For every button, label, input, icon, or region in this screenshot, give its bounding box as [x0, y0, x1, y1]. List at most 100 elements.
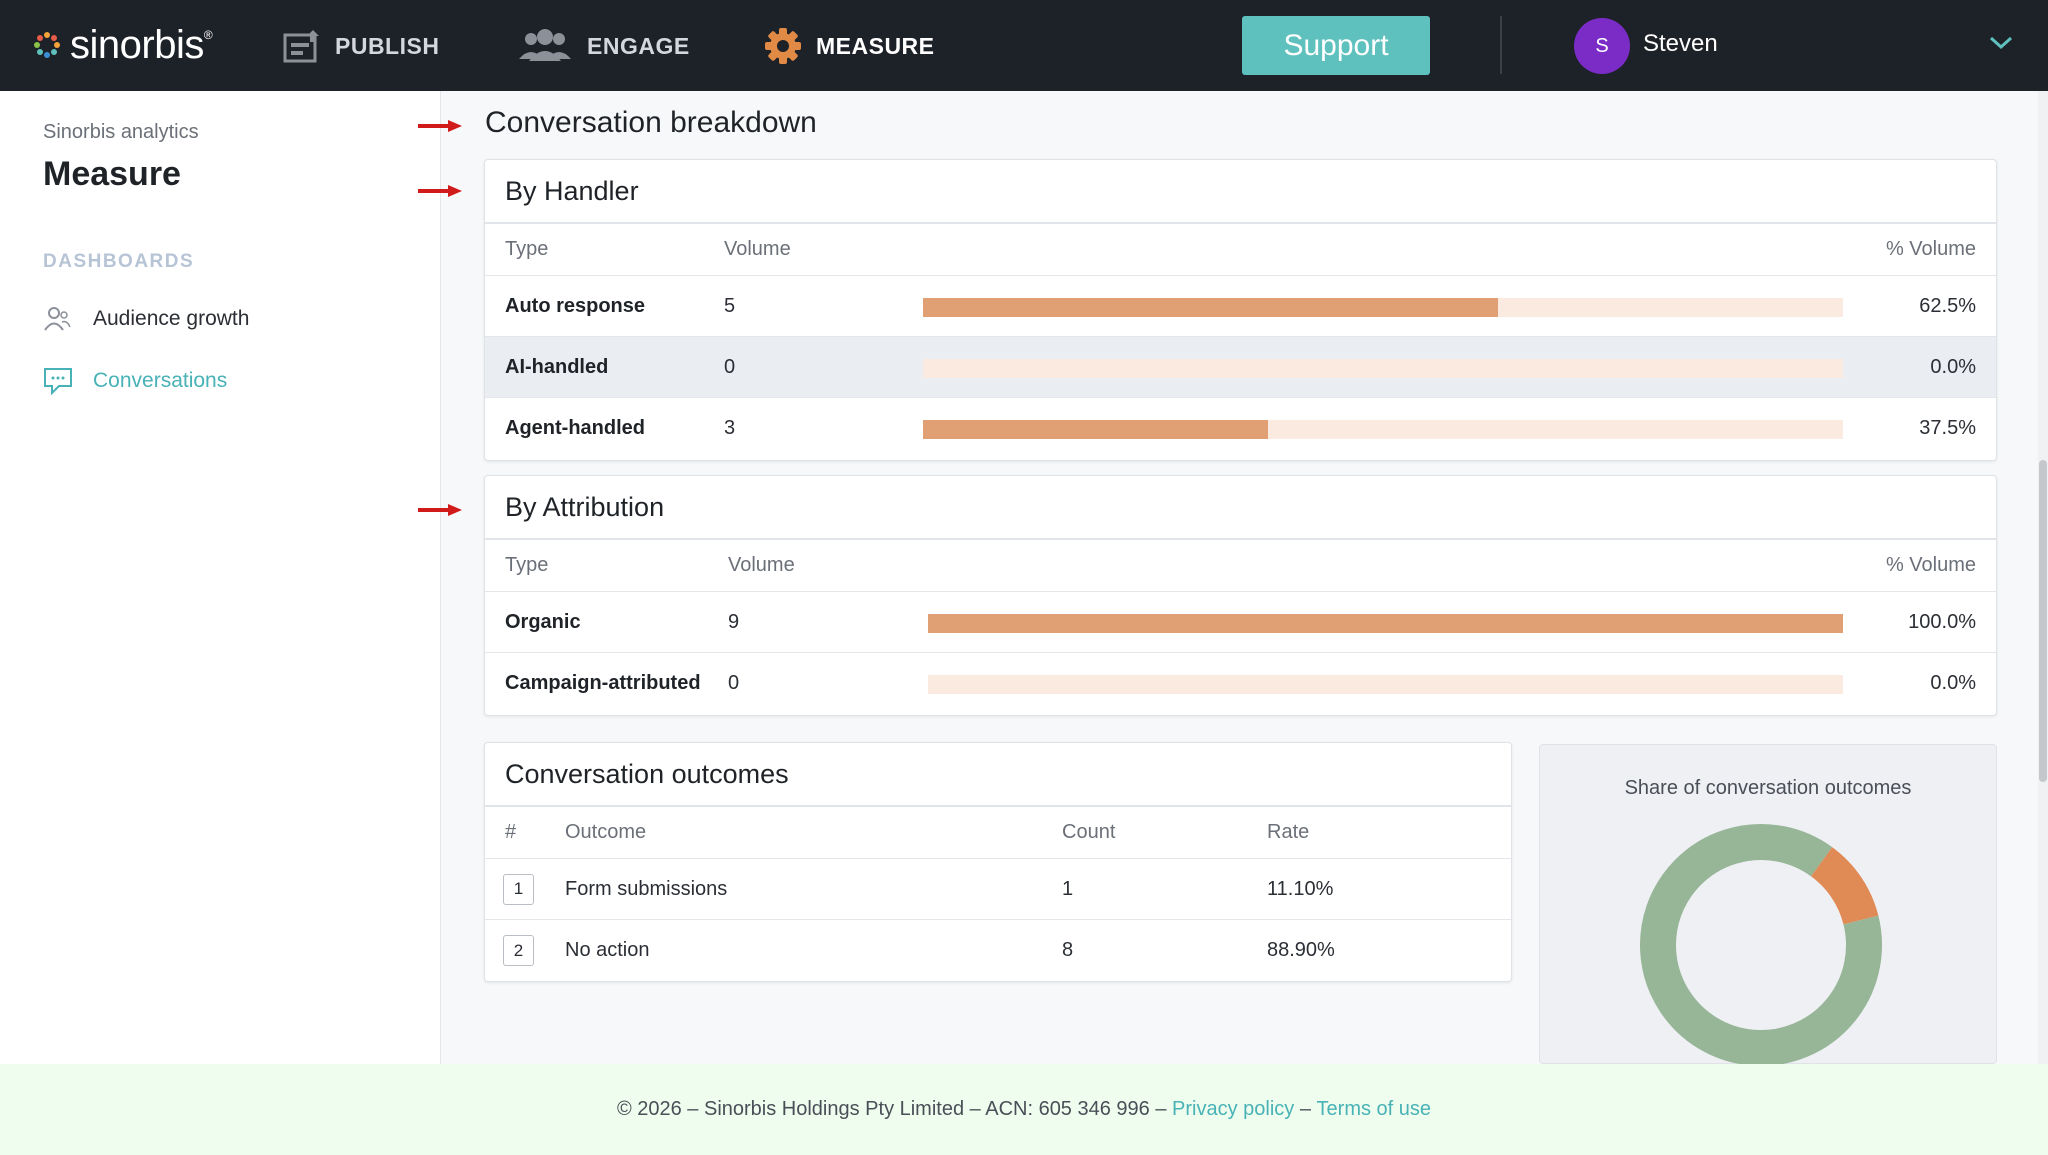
logo-text: sinorbis	[70, 22, 204, 67]
volume-bar-fill	[923, 420, 1268, 439]
column-header-count: Count	[1062, 821, 1116, 843]
table-row: Organic 9 100.0%	[485, 592, 1996, 653]
outcomes-donut-panel: Share of conversation outcomes	[1539, 744, 1997, 1065]
column-header-outcome: Outcome	[565, 821, 647, 843]
row-number: 2	[503, 920, 534, 981]
sinorbis-logo[interactable]: sinorbis ®	[32, 20, 213, 70]
column-header-type: Type	[505, 554, 549, 576]
topbar-divider	[1500, 16, 1502, 74]
gear-icon	[764, 27, 802, 65]
sidebar-item-label: Conversations	[93, 369, 228, 392]
volume-bar	[923, 298, 1843, 317]
column-header-number: #	[505, 821, 517, 843]
sidebar-section-dashboards: DASHBOARDS	[43, 251, 195, 272]
logo-registered-mark: ®	[203, 28, 213, 42]
by-handler-card: By Handler Type Volume % Volume Auto res…	[484, 159, 1997, 461]
privacy-policy-link[interactable]: Privacy policy	[1172, 1098, 1295, 1120]
publish-icon	[283, 29, 321, 63]
sinorbis-logo-icon	[34, 32, 60, 58]
chat-icon	[43, 367, 93, 395]
sidebar-item-audience-growth[interactable]: Audience growth	[43, 299, 249, 339]
row-rate: 11.10%	[1267, 877, 1334, 900]
row-number-badge: 1	[503, 873, 534, 905]
row-pct-volume: 0.0%	[1930, 355, 1976, 378]
sidebar-subtitle: Sinorbis analytics	[43, 121, 199, 143]
table-row: 1 Form submissions 1 11.10%	[485, 859, 1511, 920]
column-header-pct-volume: % Volume	[1885, 238, 1976, 260]
row-number-badge: 2	[503, 935, 534, 966]
table-row: AI-handled 0 0.0%	[485, 337, 1996, 398]
row-pct-volume: 37.5%	[1919, 417, 1976, 439]
column-header-volume: Volume	[728, 554, 795, 576]
table-header-row: Type Volume % Volume	[485, 540, 1996, 592]
nav-engage-label: ENGAGE	[587, 32, 690, 59]
column-header-pct-volume: % Volume	[1885, 554, 1976, 576]
column-header-type: Type	[505, 238, 549, 260]
sidebar-title: Measure	[43, 155, 181, 193]
donut-chart-title: Share of conversation outcomes	[1624, 777, 1912, 799]
people-icon	[517, 29, 573, 63]
red-arrow-icon	[418, 504, 462, 516]
donut-chart	[1640, 824, 1882, 1065]
donut-slice-form-submissions[interactable]	[1810, 847, 1879, 925]
footer-copyright: © 2026 – Sinorbis Holdings Pty Limited –…	[616, 1098, 1167, 1120]
column-header-volume: Volume	[724, 238, 791, 260]
row-outcome: No action	[565, 939, 650, 961]
row-pct-volume: 62.5%	[1919, 294, 1976, 317]
page-title: Conversation breakdown	[485, 106, 817, 139]
user-name[interactable]: Steven	[1643, 30, 1718, 57]
column-header-rate: Rate	[1267, 821, 1310, 843]
table-row: Auto response 5 62.5%	[485, 276, 1996, 337]
volume-bar	[928, 675, 1843, 694]
red-arrow-icon	[418, 120, 462, 132]
table-header-row: Type Volume % Volume	[485, 224, 1996, 276]
scrollbar-thumb[interactable]	[2039, 460, 2047, 782]
conversation-outcomes-title: Conversation outcomes	[485, 743, 1511, 807]
row-rate: 88.90%	[1267, 939, 1335, 961]
row-outcome: Form submissions	[565, 877, 728, 900]
row-type: Auto response	[505, 294, 646, 317]
table-row: Campaign-attributed 0 0.0%	[485, 653, 1996, 714]
volume-bar	[928, 614, 1843, 633]
row-type: Agent-handled	[505, 417, 645, 439]
row-count: 8	[1062, 939, 1074, 961]
sidebar: Sinorbis analytics Measure DASHBOARDS Au…	[0, 91, 441, 1064]
nav-measure[interactable]: MEASURE	[764, 25, 935, 67]
row-type: AI-handled	[505, 355, 609, 378]
row-pct-volume: 0.0%	[1930, 672, 1976, 694]
row-count: 1	[1062, 877, 1074, 900]
row-type: Campaign-attributed	[505, 672, 701, 694]
table-row: 2 No action 8 88.90%	[485, 920, 1511, 981]
red-arrow-icon	[418, 185, 462, 197]
row-volume: 5	[724, 294, 736, 317]
row-volume: 9	[728, 610, 740, 633]
audience-icon	[43, 305, 93, 333]
conversation-outcomes-card: Conversation outcomes # Outcome Count Ra…	[484, 742, 1512, 982]
footer-separator: –	[1299, 1098, 1311, 1120]
nav-publish[interactable]: PUBLISH	[283, 25, 439, 67]
volume-bar-fill	[928, 614, 1843, 633]
support-button[interactable]: Support	[1242, 16, 1430, 75]
row-number: 1	[503, 859, 534, 919]
footer: © 2026 – Sinorbis Holdings Pty Limited –…	[0, 1064, 2048, 1155]
chevron-down-icon[interactable]	[1988, 34, 2014, 57]
sidebar-item-conversations[interactable]: Conversations	[43, 361, 227, 401]
top-navigation-bar: sinorbis ® PUBLISH ENGAGE	[0, 0, 2048, 91]
terms-of-use-link[interactable]: Terms of use	[1316, 1098, 1432, 1120]
table-row: Agent-handled 3 37.5%	[485, 398, 1996, 459]
volume-bar-fill	[923, 298, 1498, 317]
avatar[interactable]: S	[1574, 18, 1630, 74]
row-type: Organic	[505, 610, 581, 633]
nav-publish-label: PUBLISH	[335, 32, 440, 59]
table-header-row: # Outcome Count Rate	[485, 807, 1511, 859]
row-volume: 3	[724, 417, 736, 439]
by-handler-title: By Handler	[485, 160, 1996, 224]
by-attribution-card: By Attribution Type Volume % Volume Orga…	[484, 475, 1997, 716]
nav-engage[interactable]: ENGAGE	[517, 25, 690, 67]
volume-bar	[923, 420, 1843, 439]
row-pct-volume: 100.0%	[1908, 610, 1976, 633]
donut-slice-no-action[interactable]	[1640, 824, 1882, 1065]
row-volume: 0	[724, 355, 736, 378]
nav-measure-label: MEASURE	[816, 32, 935, 59]
sidebar-item-label: Audience growth	[93, 307, 250, 330]
